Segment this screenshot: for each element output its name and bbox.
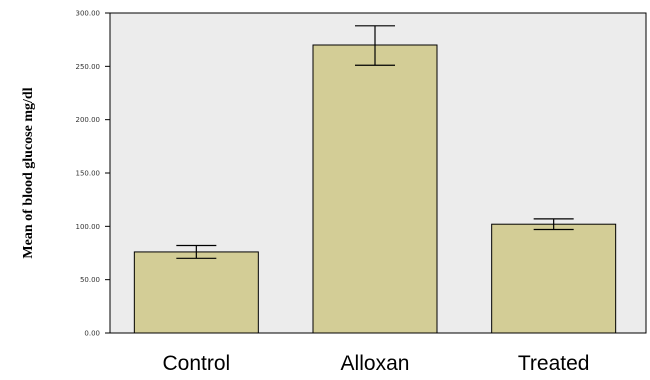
error-bars-group — [176, 25, 574, 259]
y-tick-label: 300.00 — [76, 10, 101, 18]
x-category-label: Alloxan — [341, 352, 410, 375]
y-axis-title: Mean of blood glucose mg/dl — [21, 87, 36, 258]
y-tick-label: 200.00 — [76, 116, 101, 124]
bar-treated — [491, 223, 617, 334]
bars-group — [133, 44, 617, 334]
y-axis: 0.00 50.00 100.00 150.00 200.00 250.00 300.00 — [76, 10, 110, 338]
x-category-label: Treated — [518, 352, 590, 375]
y-tick-label: 150.00 — [76, 170, 101, 178]
bar-alloxan — [312, 44, 438, 334]
bar-control — [133, 251, 259, 334]
y-tick-label: 100.00 — [76, 223, 101, 231]
y-tick-label: 0.00 — [84, 330, 100, 338]
x-category-label: Control — [162, 352, 230, 375]
y-tick-label: 50.00 — [80, 276, 100, 284]
y-tick-label: 250.00 — [76, 63, 101, 71]
x-axis-labels: Control Alloxan Treated — [162, 352, 589, 375]
